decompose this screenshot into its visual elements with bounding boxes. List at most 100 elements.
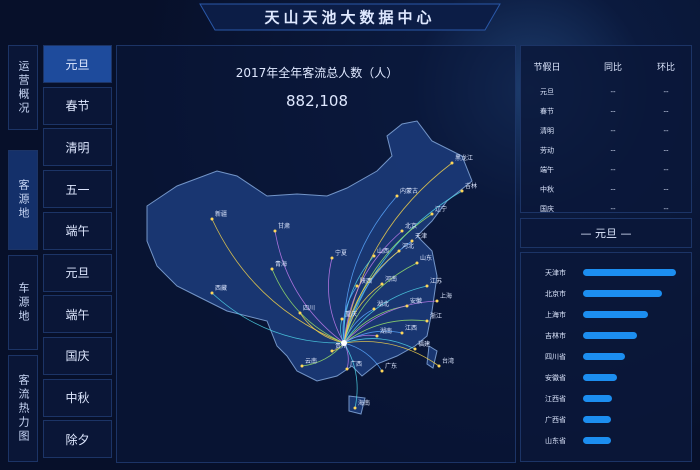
- province-label: 浙江: [430, 312, 442, 320]
- holiday-button[interactable]: 清明: [43, 128, 112, 167]
- nav-tab[interactable]: 运营概况: [8, 45, 38, 130]
- province-dot: [410, 239, 414, 243]
- holiday-button[interactable]: 国庆: [43, 336, 112, 375]
- rank-bar: [583, 269, 676, 276]
- flow-line: [343, 319, 428, 344]
- table-cell: --: [610, 166, 616, 174]
- table-cell: --: [663, 108, 669, 116]
- flow-line: [343, 285, 428, 344]
- province-label: 山东: [420, 254, 432, 262]
- header: 天山天池大数据中心: [199, 3, 501, 31]
- rank-label: 广西省: [545, 415, 566, 424]
- nav-tab[interactable]: 客源地: [8, 150, 38, 250]
- province-label: 福建: [418, 340, 430, 348]
- flow-line: [343, 250, 400, 344]
- rank-label: 天津市: [545, 268, 566, 277]
- table-cell: --: [610, 88, 616, 96]
- nav-tab[interactable]: 客流热力图: [8, 355, 38, 462]
- table-cell: 中秋: [540, 185, 554, 194]
- province-label: 江苏: [430, 277, 442, 285]
- province-dot: [450, 161, 454, 165]
- province-label: 上海: [440, 292, 452, 300]
- province-dot: [273, 229, 277, 233]
- table-cell: 清明: [540, 126, 554, 135]
- table-cell: --: [663, 147, 669, 155]
- table-cell: --: [610, 147, 616, 155]
- table-header: 节假日: [533, 62, 560, 73]
- map-total: 882,108: [286, 92, 348, 110]
- holiday-button[interactable]: 元旦: [43, 45, 112, 83]
- province-dot: [425, 319, 429, 323]
- holiday-button[interactable]: 除夕: [43, 420, 112, 459]
- ranking-panel: 天津市 北京市 上海市 吉林市 四川省 安徽省 江西省 广西省 山东省: [520, 252, 692, 462]
- flow-line: [211, 292, 345, 344]
- holiday-button[interactable]: 端午: [43, 211, 112, 250]
- province-label: 安徽: [410, 297, 422, 305]
- province-dot: [355, 284, 359, 288]
- province-label: 吉林: [465, 182, 477, 190]
- rank-bar: [583, 353, 625, 360]
- flow-line: [343, 342, 358, 409]
- flow-line: [328, 257, 345, 344]
- province-dot: [380, 282, 384, 286]
- header-title: 天山天池大数据中心: [264, 9, 435, 27]
- province-dot: [430, 212, 434, 216]
- province-label: 贵州: [335, 342, 347, 350]
- table-cell: --: [663, 186, 669, 194]
- province-dot: [372, 254, 376, 258]
- table-header: 同比: [604, 61, 622, 73]
- province-label: 黑龙江: [455, 154, 473, 162]
- province-dot: [380, 369, 384, 373]
- province-dot: [395, 194, 399, 198]
- table-cell: 春节: [540, 107, 554, 116]
- province-label: 湖北: [377, 300, 389, 308]
- province-label: 天津: [415, 233, 427, 240]
- province-label: 辽宁: [435, 205, 447, 213]
- holiday-button[interactable]: 端午: [43, 295, 112, 334]
- flow-line: [343, 262, 418, 344]
- rank-bar: [583, 311, 648, 318]
- rank-label: 上海市: [545, 310, 566, 319]
- holiday-button[interactable]: 五一: [43, 170, 112, 209]
- china-map: [146, 120, 473, 415]
- province-dot: [375, 334, 379, 338]
- nav-tab[interactable]: 车源地: [8, 255, 38, 350]
- flow-line: [299, 312, 345, 344]
- rank-label: 山东省: [545, 436, 566, 445]
- province-label: 湖南: [380, 327, 392, 335]
- rank-label: 江西省: [545, 394, 566, 403]
- province-label: 海南: [358, 399, 370, 407]
- rank-label: 安徽省: [545, 373, 566, 382]
- province-dot: [397, 249, 401, 253]
- province-label: 云南: [305, 357, 317, 365]
- province-dot: [413, 347, 417, 351]
- rank-bar: [583, 437, 611, 444]
- rank-bar: [583, 332, 637, 339]
- province-dot: [298, 311, 302, 315]
- table-cell: --: [610, 127, 616, 135]
- rank-bar: [583, 374, 617, 381]
- holiday-button[interactable]: 春节: [43, 86, 112, 125]
- table-cell: --: [663, 205, 669, 212]
- holiday-button[interactable]: 元旦: [43, 253, 112, 292]
- province-label: 宁夏: [335, 249, 347, 257]
- province-dot: [372, 307, 376, 311]
- holiday-button[interactable]: 中秋: [43, 378, 112, 417]
- table-cell: --: [610, 205, 616, 212]
- rank-bar: [583, 416, 611, 423]
- rank-label: 四川省: [545, 352, 566, 361]
- header-frame: [199, 3, 501, 31]
- province-label: 四川: [303, 305, 315, 312]
- flow-line: [301, 342, 345, 367]
- flow-line: [343, 342, 383, 372]
- province-label: 重庆: [345, 310, 357, 318]
- province-dot: [330, 256, 334, 260]
- province-dot: [210, 217, 214, 221]
- province-dot: [437, 364, 441, 368]
- province-dot: [400, 331, 404, 335]
- table-cell: --: [663, 88, 669, 96]
- flow-line: [343, 308, 375, 344]
